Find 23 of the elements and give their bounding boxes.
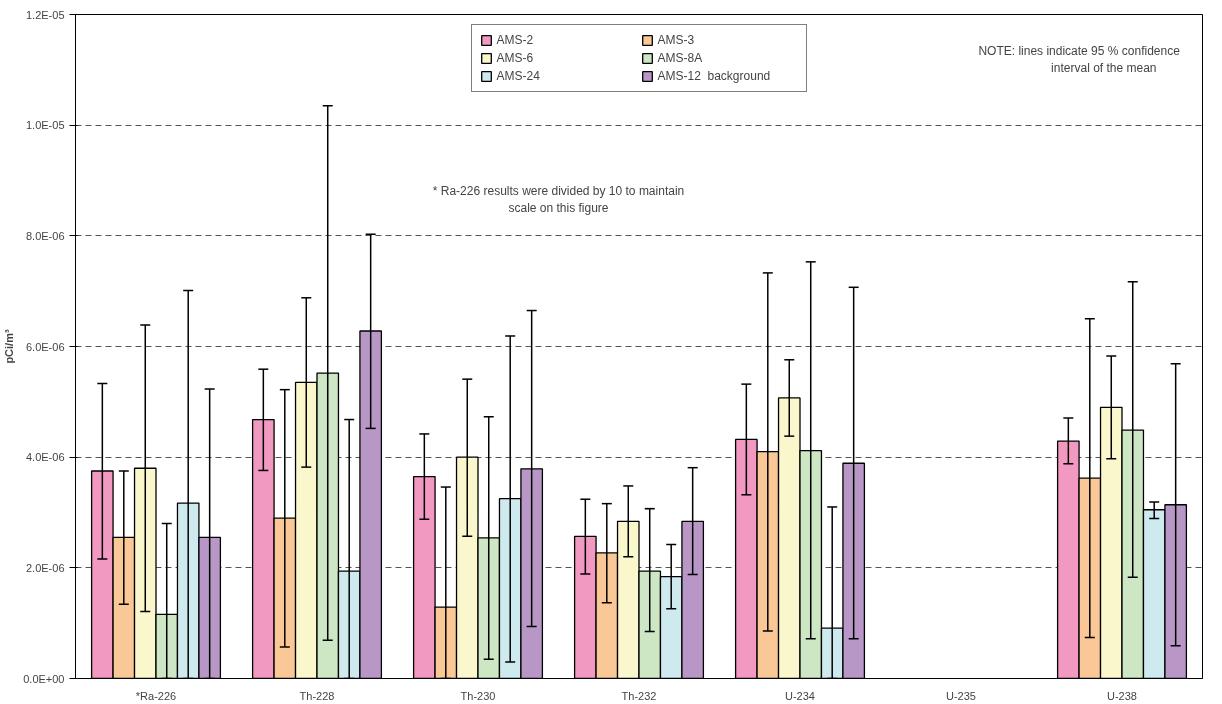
y-tick-label: 1.2E-05 bbox=[25, 8, 65, 21]
y-tick-label: 8.0E-06 bbox=[25, 229, 65, 242]
annotation: NOTE: lines indicate 95 % confidence interval of the mean bbox=[978, 44, 1181, 76]
y-tick-label: 1.0E-05 bbox=[25, 119, 65, 132]
y-tick-label: 2.0E-06 bbox=[25, 561, 65, 574]
x-tick-label: U-235 bbox=[946, 689, 976, 702]
annotation: * Ra-226 results were divided by 10 to maintain scale on this figure bbox=[432, 183, 685, 215]
y-tick-label: 4.0E-06 bbox=[25, 451, 65, 464]
x-tick-label: U-234 bbox=[785, 689, 815, 702]
y-tick-label: 6.0E-06 bbox=[25, 340, 65, 353]
x-tick-label: U-238 bbox=[1107, 689, 1137, 702]
legend-label: AMS-6 bbox=[496, 51, 535, 65]
legend-label: AMS-24 bbox=[496, 69, 541, 83]
x-tick-label: Th-228 bbox=[299, 689, 335, 702]
legend-label: AMS-2 bbox=[496, 33, 535, 47]
y-tick-label: 0.0E+00 bbox=[23, 672, 65, 685]
legend-label: AMS-3 bbox=[657, 33, 696, 47]
y-axis-title: pCi/m³ bbox=[3, 329, 16, 364]
x-tick-label: Th-232 bbox=[621, 689, 657, 702]
x-tick-label: Th-230 bbox=[460, 689, 496, 702]
legend-label: AMS-12 background bbox=[657, 69, 772, 83]
x-tick-label: *Ra-226 bbox=[135, 689, 177, 702]
legend-label: AMS-8A bbox=[657, 51, 704, 65]
